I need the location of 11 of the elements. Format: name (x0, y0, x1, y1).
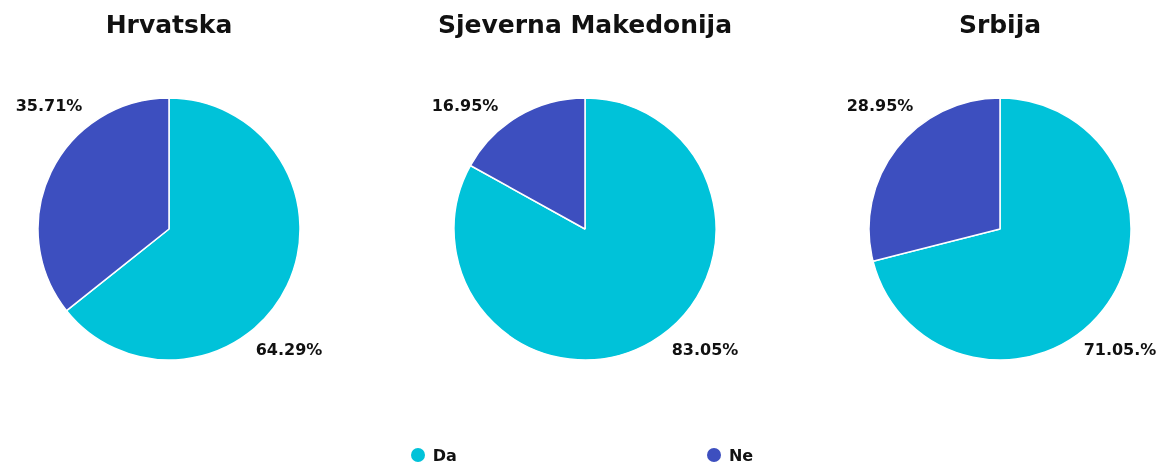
data-label: 64.29% (255, 340, 323, 360)
data-label: 28.95% (846, 96, 914, 116)
legend-label: Da (432, 445, 457, 465)
chart-title: Srbija (957, 10, 1043, 39)
data-label: 16.95% (431, 96, 499, 116)
chart-title: Hrvatska (104, 10, 234, 39)
data-label: 71.05.% (1083, 340, 1157, 360)
legend-label: Ne (728, 445, 754, 465)
data-label: 35.71% (15, 96, 83, 116)
data-label: 83.05% (671, 340, 739, 360)
chart-title: Sjeverna Makedonija (437, 10, 733, 39)
